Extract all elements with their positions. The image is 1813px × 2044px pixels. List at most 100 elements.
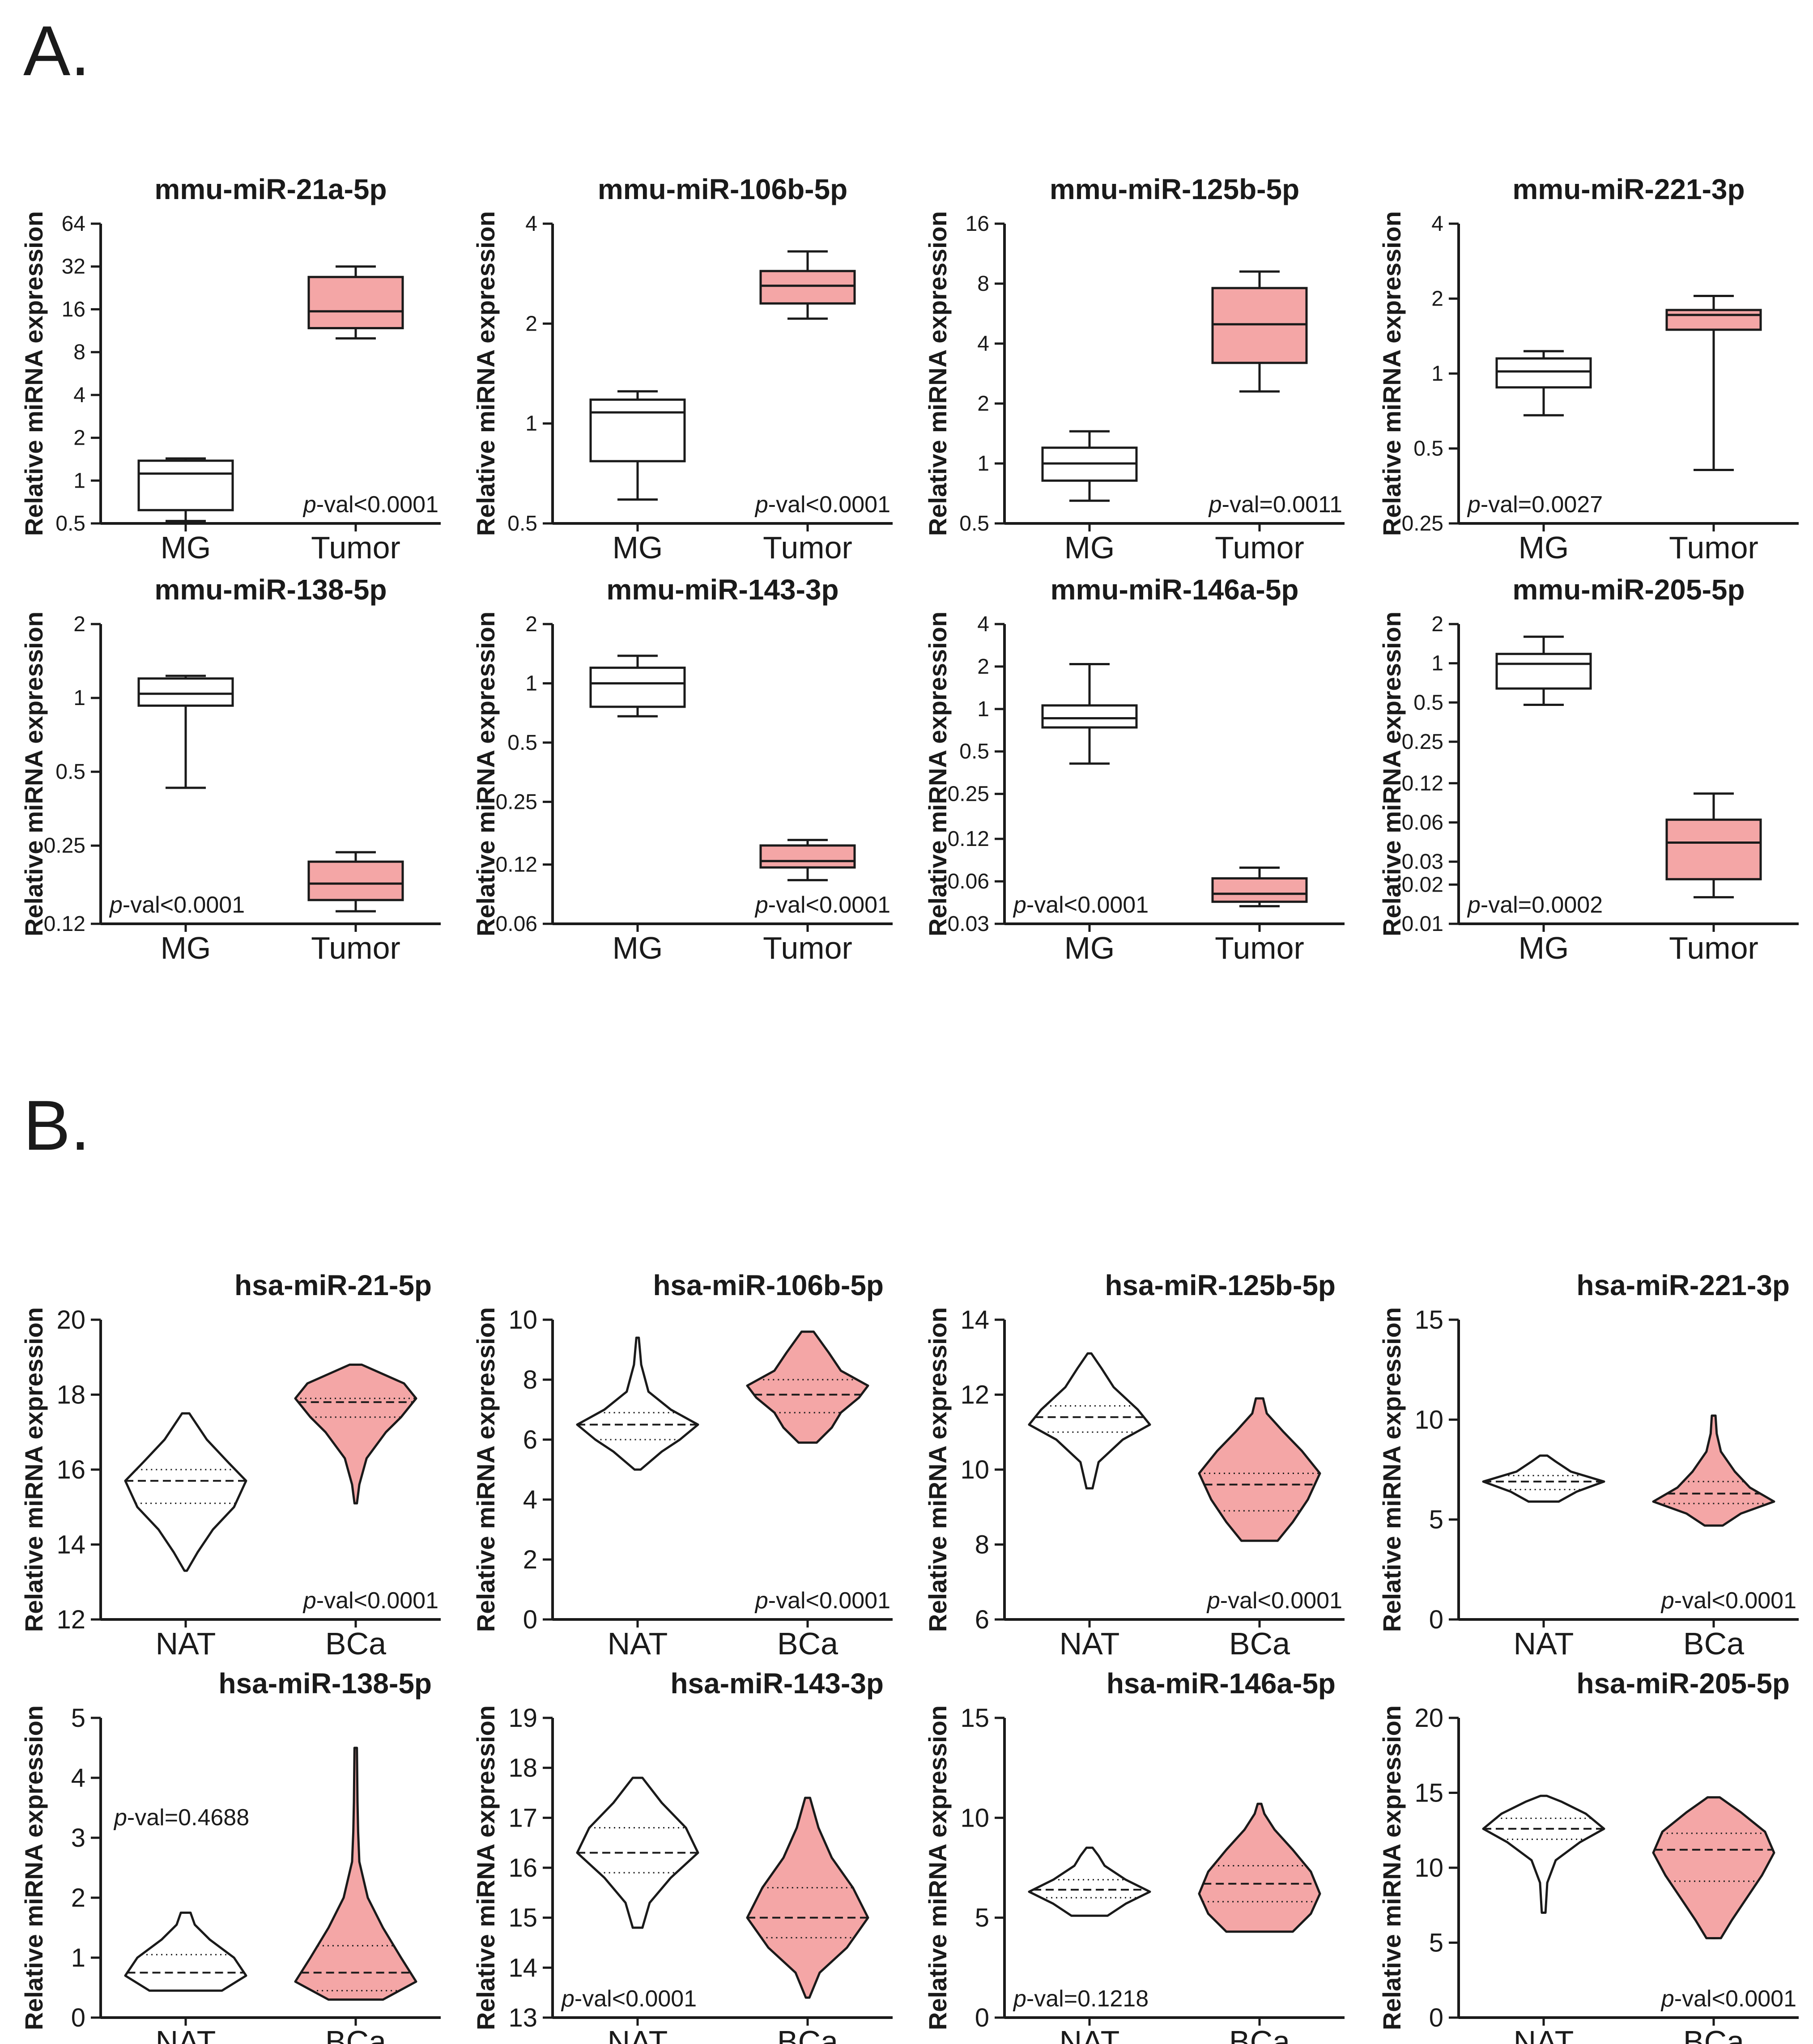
p-value-annotation: p-val<0.0001 <box>1206 1588 1342 1614</box>
chart-title: mmu-miR-221-3p <box>1512 173 1745 205</box>
box-mg <box>1495 653 1592 690</box>
y-tick-label: 0.06 <box>948 870 989 893</box>
y-tick-label: 4 <box>71 1764 85 1793</box>
y-tick-label: 2 <box>977 655 989 679</box>
panel-label-b: B. <box>23 1086 90 1165</box>
y-tick-label: 15 <box>960 1704 989 1733</box>
p-value-prefix: p <box>1208 492 1222 518</box>
y-tick-label: 8 <box>523 1365 537 1394</box>
chart-title: mmu-miR-143-3p <box>606 574 838 606</box>
p-value-annotation: p-val=0.0027 <box>1467 492 1603 518</box>
x-category-label: MG <box>1519 530 1569 565</box>
box-tumor <box>307 276 404 329</box>
p-value-text: -val=0.1218 <box>1026 1986 1149 2012</box>
chart-title: mmu-miR-21a-5p <box>154 173 387 205</box>
y-tick-label: 0.5 <box>507 731 537 755</box>
y-tick-label: 6 <box>523 1425 537 1454</box>
p-value-annotation: p-val=0.0002 <box>1467 892 1603 918</box>
p-value-annotation: p-val=0.4688 <box>113 1805 249 1831</box>
x-category-label: NAT <box>156 2024 216 2044</box>
chart-mmu-mir-125b-5p: mmu-miR-125b-5p Relative miRNA expression… <box>924 173 1345 565</box>
chart-mmu-mir-146a-5p: mmu-miR-146a-5p Relative miRNA expression… <box>924 574 1345 965</box>
violin-bca <box>294 1747 417 2001</box>
y-tick-label: 2 <box>1431 612 1443 636</box>
violin-nat <box>124 1412 247 1572</box>
y-tick-label: 4 <box>1431 212 1443 236</box>
y-tick-label: 5 <box>71 1704 85 1733</box>
y-tick-label: 0 <box>71 2003 85 2032</box>
y-tick-label: 15 <box>508 1904 537 1933</box>
chart-hsa-mir-138-5p: hsa-miR-138-5p Relative miRNA expression 0… <box>20 1667 441 2044</box>
chart-hsa-mir-143-3p: hsa-miR-143-3p Relative miRNA expression 1… <box>472 1667 893 2044</box>
p-value-annotation: p-val<0.0001 <box>302 1588 438 1614</box>
chart-hsa-mir-221-3p: hsa-miR-221-3p Relative miRNA expression 0… <box>1378 1269 1799 1661</box>
p-value-prefix: p <box>561 1986 575 2012</box>
y-tick-label: 12 <box>56 1605 85 1634</box>
y-tick-label: 8 <box>975 1530 989 1560</box>
x-category-label: Tumor <box>1215 530 1304 565</box>
y-axis-label: Relative miRNA expression <box>924 612 952 936</box>
y-axis-label: Relative miRNA expression <box>924 1307 952 1632</box>
violin-bca <box>1652 1796 1775 1939</box>
chart-mmu-mir-21a-5p: mmu-miR-21a-5p Relative miRNA expression 0… <box>20 173 441 565</box>
y-tick-label: 64 <box>62 212 85 236</box>
violin-nat <box>576 1336 699 1471</box>
y-tick-label: 1 <box>977 452 989 476</box>
x-category-label: MG <box>1064 530 1115 565</box>
y-tick-label: 15 <box>1414 1305 1443 1334</box>
box-mg <box>589 398 686 463</box>
y-axis-label: Relative miRNA expression <box>924 1705 952 2030</box>
p-value-text: -val<0.0001 <box>316 492 438 518</box>
p-value-text: -val=0.0002 <box>1481 892 1603 918</box>
p-value-prefix: p <box>754 892 768 918</box>
box-mg <box>589 667 686 708</box>
p-value-text: -val<0.0001 <box>768 892 890 918</box>
p-value-text: -val<0.0001 <box>575 1986 697 2012</box>
y-tick-label: 10 <box>508 1305 537 1334</box>
y-tick-label: 1 <box>525 412 537 436</box>
p-value-annotation: p-val<0.0001 <box>109 892 245 918</box>
y-tick-label: 2 <box>525 612 537 636</box>
p-value-prefix: p <box>113 1805 127 1831</box>
x-category-label: Tumor <box>763 931 852 965</box>
chart-title: hsa-miR-125b-5p <box>1105 1269 1336 1301</box>
x-category-label: BCa <box>325 1626 386 1661</box>
x-category-label: BCa <box>1683 1626 1744 1661</box>
violin-nat <box>1028 1352 1151 1490</box>
p-value-prefix: p <box>1467 892 1481 918</box>
y-tick-label: 0.12 <box>496 853 537 877</box>
y-tick-label: 2 <box>73 426 85 450</box>
p-value-prefix: p <box>1013 1986 1026 2012</box>
x-category-label: NAT <box>1060 2024 1120 2044</box>
y-axis-label: Relative miRNA expression <box>472 211 500 536</box>
x-category-label: MG <box>161 931 211 965</box>
y-tick-label: 0.25 <box>1402 512 1443 535</box>
y-tick-label: 0.5 <box>507 512 537 535</box>
y-tick-label: 2 <box>977 392 989 416</box>
y-tick-label: 5 <box>1429 1929 1443 1958</box>
y-tick-label: 5 <box>975 1904 989 1933</box>
p-value-annotation: p-val<0.0001 <box>754 492 890 518</box>
y-axis-label: Relative miRNA expression <box>924 211 952 536</box>
p-value-prefix: p <box>1660 1986 1674 2012</box>
y-tick-label: 0.5 <box>1413 691 1443 714</box>
y-tick-label: 1 <box>71 1943 85 1972</box>
p-value-prefix: p <box>1206 1588 1220 1614</box>
chart-title: hsa-miR-221-3p <box>1576 1269 1790 1301</box>
y-axis-label: Relative miRNA expression <box>1378 1705 1406 2030</box>
y-tick-label: 0.5 <box>55 760 85 784</box>
p-value-text: -val<0.0001 <box>1674 1986 1796 2012</box>
box-mg <box>137 677 234 707</box>
p-value-annotation: p-val=0.1218 <box>1013 1986 1149 2012</box>
y-tick-label: 18 <box>56 1381 85 1410</box>
x-category-label: Tumor <box>311 931 400 965</box>
p-value-annotation: p-val<0.0001 <box>754 892 890 918</box>
chart-hsa-mir-205-5p: hsa-miR-205-5p Relative miRNA expression 0… <box>1378 1667 1799 2044</box>
chart-title: mmu-miR-106b-5p <box>598 173 847 205</box>
chart-title: hsa-miR-138-5p <box>218 1667 432 1700</box>
violin-nat <box>1482 1454 1605 1503</box>
p-value-prefix: p <box>302 492 316 518</box>
y-axis-label: Relative miRNA expression <box>20 1307 48 1632</box>
